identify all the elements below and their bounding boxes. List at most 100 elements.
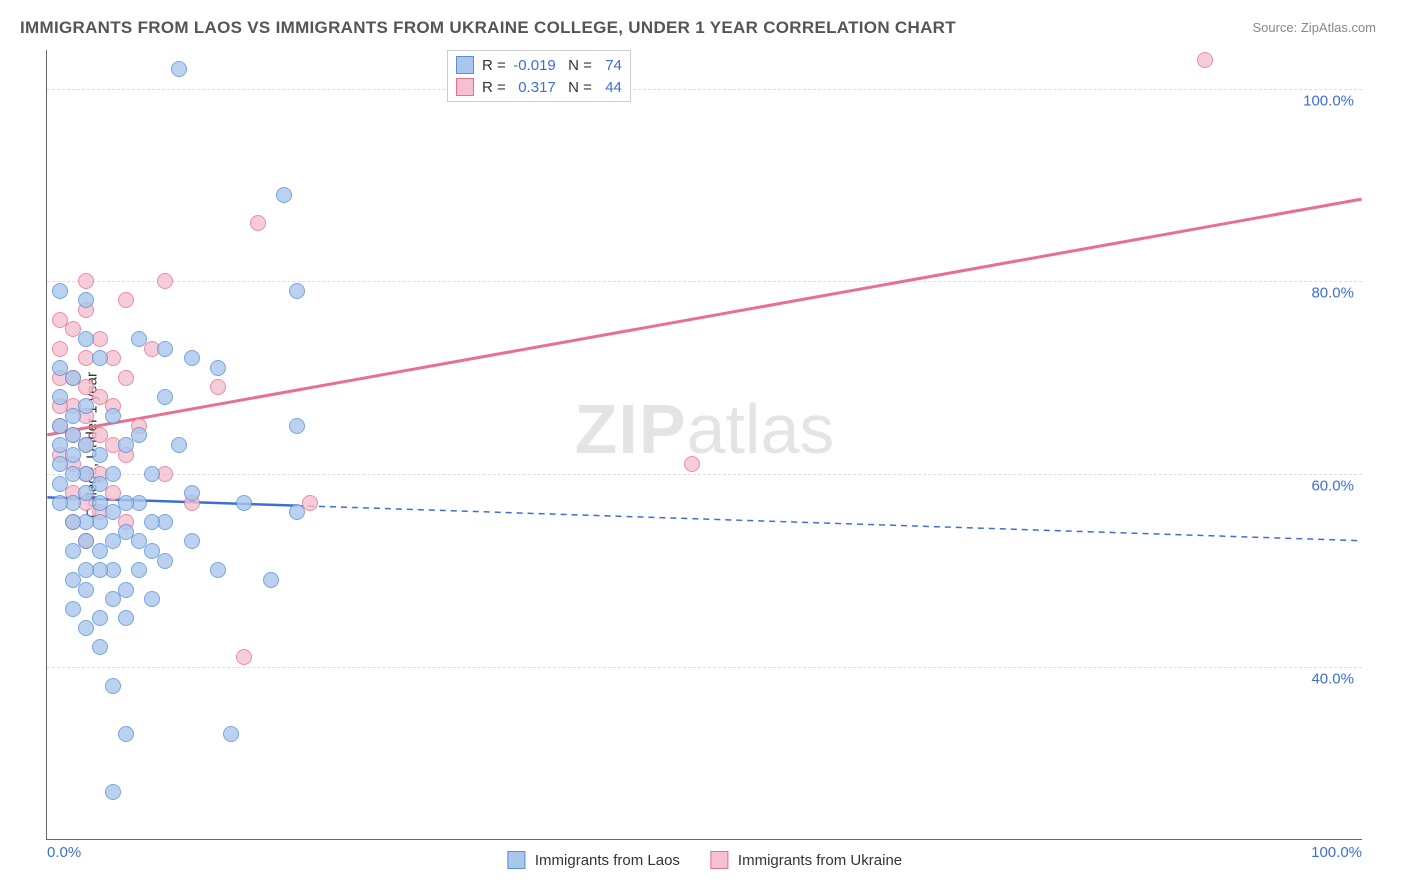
scatter-point [157, 553, 173, 569]
scatter-point [118, 437, 134, 453]
scatter-point [105, 591, 121, 607]
scatter-point [65, 427, 81, 443]
scatter-point [65, 514, 81, 530]
scatter-point [171, 437, 187, 453]
legend-r-value: 0.317 [510, 79, 556, 96]
legend-correlation-row: R = 0.317 N = 44 [456, 76, 622, 98]
scatter-point [157, 341, 173, 357]
trend-lines-layer [47, 50, 1362, 839]
scatter-point [105, 408, 121, 424]
scatter-point [52, 341, 68, 357]
scatter-point [105, 678, 121, 694]
scatter-point [210, 562, 226, 578]
scatter-point [78, 533, 94, 549]
x-tick-label: 100.0% [1311, 844, 1362, 861]
scatter-point [92, 543, 108, 559]
scatter-point [78, 379, 94, 395]
scatter-point [105, 466, 121, 482]
scatter-point [236, 649, 252, 665]
scatter-point [1197, 52, 1213, 68]
scatter-point [92, 389, 108, 405]
scatter-point [52, 456, 68, 472]
scatter-point [131, 562, 147, 578]
scatter-point [92, 427, 108, 443]
scatter-point [263, 572, 279, 588]
scatter-point [65, 601, 81, 617]
scatter-point [65, 408, 81, 424]
legend-correlation: R = -0.019 N = 74R = 0.317 N = 44 [447, 50, 631, 102]
legend-swatch [456, 56, 474, 74]
scatter-point [92, 476, 108, 492]
scatter-point [144, 514, 160, 530]
scatter-point [250, 215, 266, 231]
scatter-point [78, 331, 94, 347]
scatter-point [157, 273, 173, 289]
source-label: Source: ZipAtlas.com [1252, 20, 1376, 35]
scatter-point [131, 331, 147, 347]
legend-r-key: R = [482, 57, 506, 74]
legend-swatch [456, 78, 474, 96]
scatter-point [131, 427, 147, 443]
scatter-point [52, 437, 68, 453]
scatter-point [105, 533, 121, 549]
scatter-point [78, 620, 94, 636]
scatter-point [52, 418, 68, 434]
scatter-point [118, 582, 134, 598]
chart-container: IMMIGRANTS FROM LAOS VS IMMIGRANTS FROM … [0, 0, 1406, 892]
scatter-point [118, 495, 134, 511]
scatter-point [52, 476, 68, 492]
y-tick-label: 80.0% [1311, 285, 1354, 302]
scatter-point [92, 610, 108, 626]
scatter-point [171, 61, 187, 77]
scatter-point [131, 533, 147, 549]
legend-swatch [507, 851, 525, 869]
scatter-point [144, 466, 160, 482]
scatter-point [184, 533, 200, 549]
y-tick-label: 40.0% [1311, 670, 1354, 687]
scatter-point [52, 312, 68, 328]
scatter-point [78, 582, 94, 598]
legend-series-label: Immigrants from Ukraine [738, 852, 902, 869]
legend-correlation-row: R = -0.019 N = 74 [456, 54, 622, 76]
scatter-point [52, 283, 68, 299]
scatter-point [118, 610, 134, 626]
legend-series-item: Immigrants from Ukraine [710, 851, 902, 869]
scatter-point [105, 784, 121, 800]
scatter-point [118, 524, 134, 540]
scatter-point [210, 379, 226, 395]
scatter-point [78, 562, 94, 578]
scatter-point [65, 466, 81, 482]
scatter-point [52, 360, 68, 376]
y-tick-label: 100.0% [1303, 92, 1354, 109]
scatter-point [105, 504, 121, 520]
scatter-point [52, 495, 68, 511]
scatter-point [289, 283, 305, 299]
scatter-point [144, 543, 160, 559]
scatter-point [289, 504, 305, 520]
scatter-point [92, 639, 108, 655]
scatter-point [65, 370, 81, 386]
legend-n-value: 44 [596, 79, 622, 96]
legend-r-value: -0.019 [510, 57, 556, 74]
x-tick-label: 0.0% [47, 844, 81, 861]
scatter-point [78, 485, 94, 501]
scatter-point [78, 292, 94, 308]
scatter-point [157, 389, 173, 405]
chart-title: IMMIGRANTS FROM LAOS VS IMMIGRANTS FROM … [20, 18, 956, 38]
legend-n-key: N = [560, 57, 592, 74]
scatter-point [184, 350, 200, 366]
scatter-point [118, 726, 134, 742]
scatter-point [236, 495, 252, 511]
scatter-point [289, 418, 305, 434]
scatter-point [78, 437, 94, 453]
legend-series: Immigrants from LaosImmigrants from Ukra… [507, 851, 902, 869]
scatter-point [210, 360, 226, 376]
scatter-point [684, 456, 700, 472]
scatter-point [78, 273, 94, 289]
scatter-point [302, 495, 318, 511]
scatter-point [223, 726, 239, 742]
scatter-point [65, 447, 81, 463]
trend-line-extrapolated [297, 506, 1362, 541]
legend-n-key: N = [560, 79, 592, 96]
scatter-point [118, 292, 134, 308]
